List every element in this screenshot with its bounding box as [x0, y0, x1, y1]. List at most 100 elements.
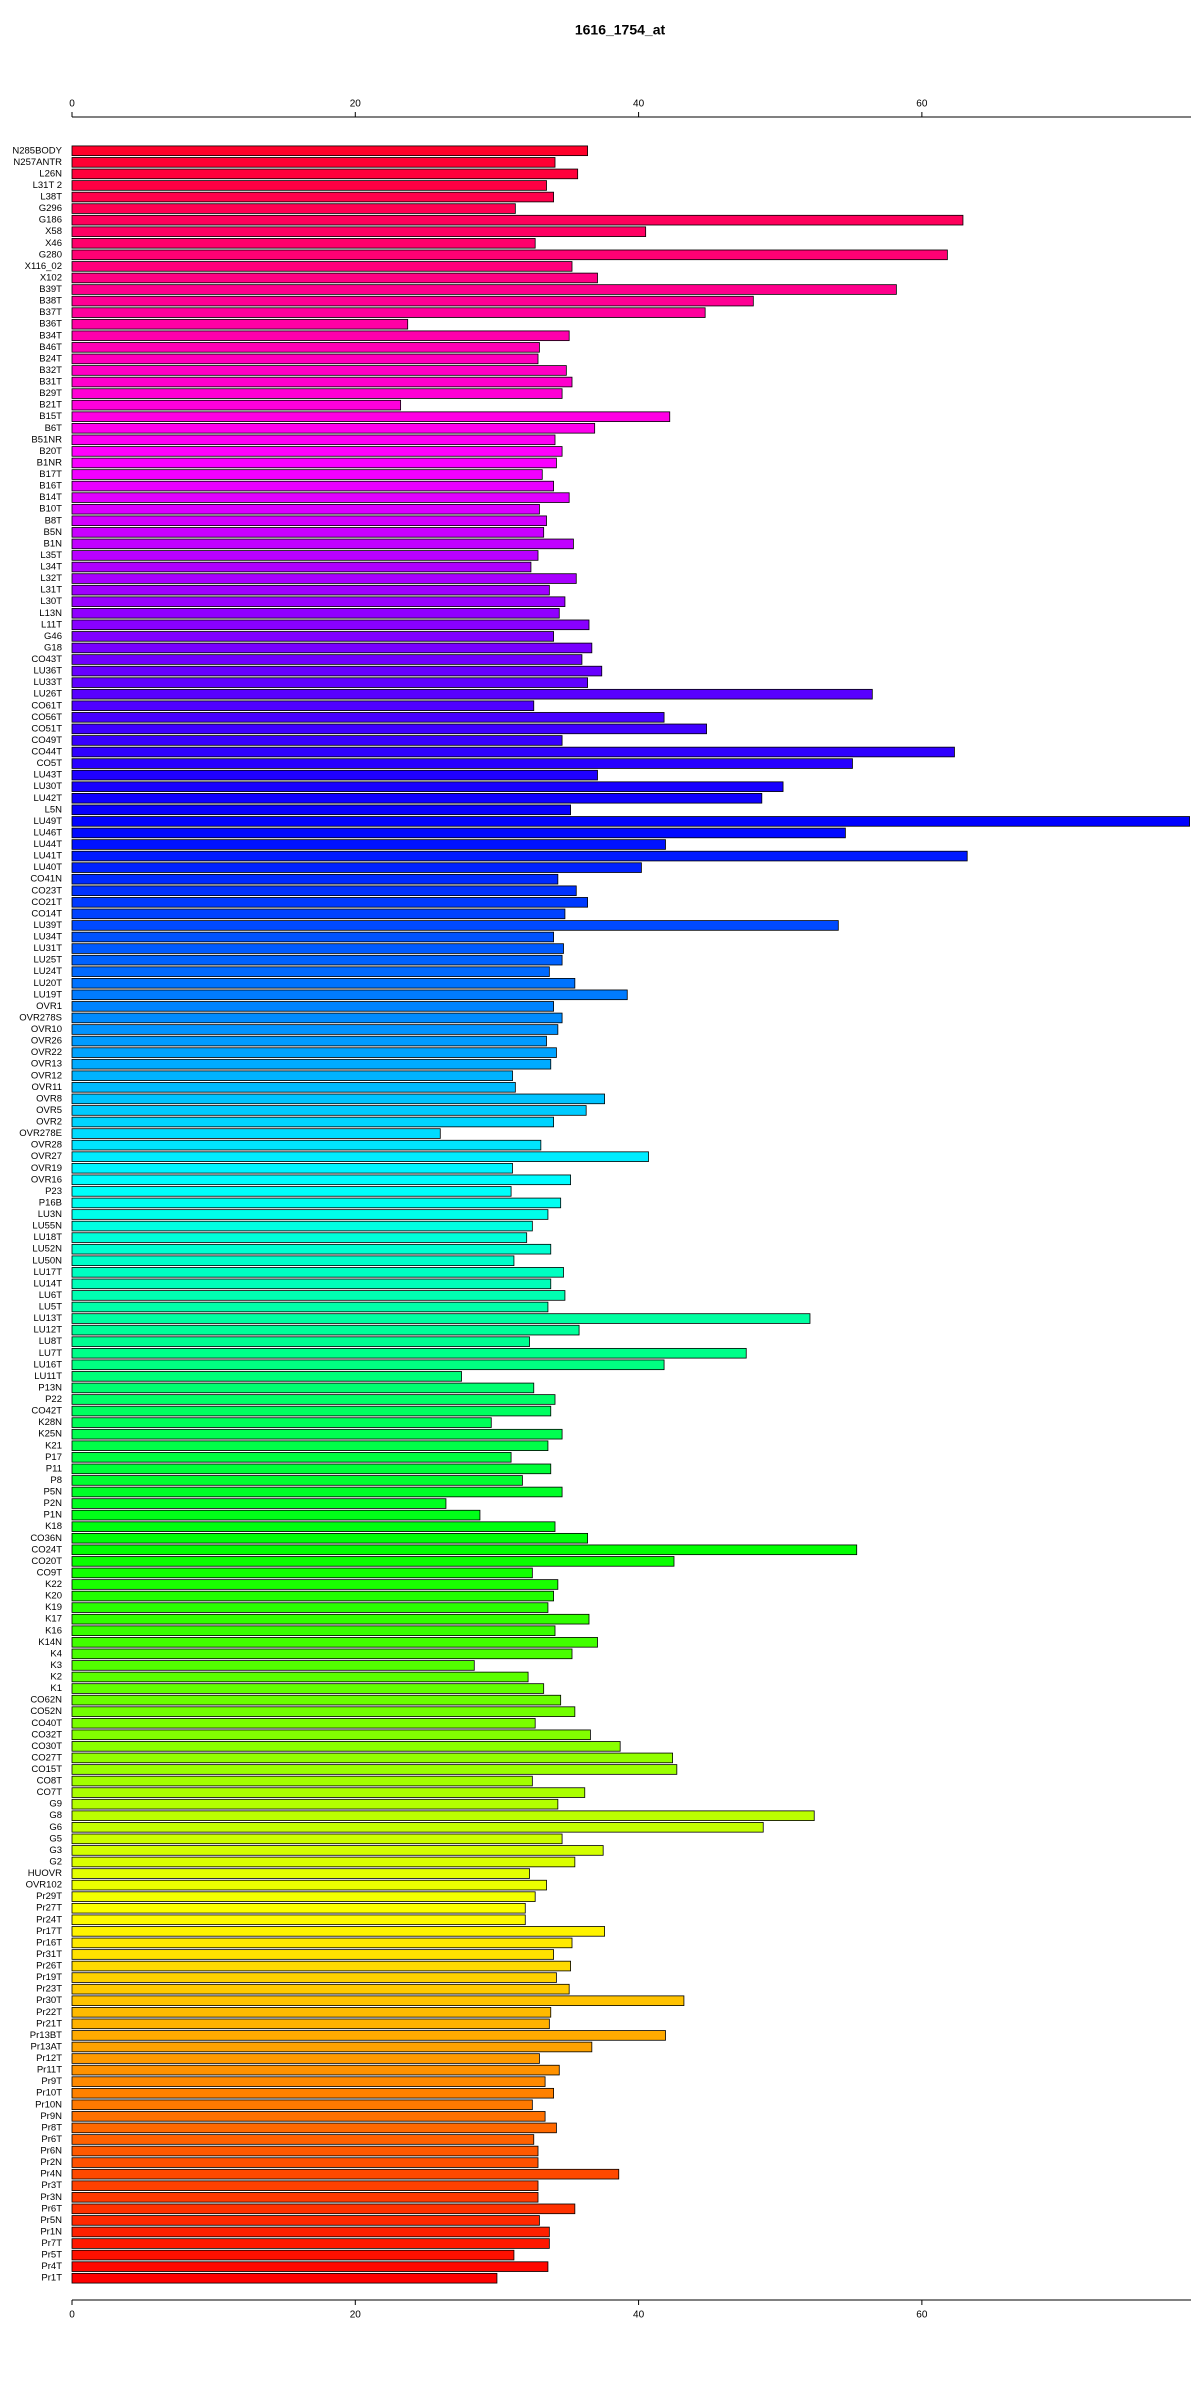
y-tick-label: B1NR: [37, 457, 62, 468]
y-tick-label: B10T: [39, 504, 62, 515]
bar: [71, 873, 559, 885]
bar: [71, 295, 754, 307]
chart-title: 1616_1754_at: [575, 22, 666, 38]
bar: [71, 1116, 554, 1128]
y-tick-label: CO21T: [31, 897, 62, 908]
y-tick-label: L26N: [39, 168, 62, 179]
y-tick-label: Pr5N: [40, 2215, 62, 2226]
x-tick-label: 40: [633, 2310, 645, 2321]
bar: [71, 897, 588, 908]
bar: [71, 1220, 533, 1232]
bar: [71, 584, 550, 596]
y-tick-label: LU16T: [33, 1359, 62, 1370]
y-tick-label: G46: [44, 631, 62, 642]
bar: [71, 318, 409, 330]
bar: [71, 2180, 539, 2191]
y-tick-label: B14T: [39, 492, 62, 503]
y-tick-label: LU12T: [33, 1325, 62, 1336]
bar: [71, 700, 535, 712]
y-tick-label: L13N: [39, 608, 62, 619]
bar: [71, 1775, 533, 1787]
bar: [71, 1741, 621, 1752]
bar: [71, 191, 554, 203]
bar: [71, 1845, 604, 1856]
bar: [71, 145, 588, 157]
y-tick-label: Pr3N: [40, 2192, 62, 2203]
y-tick-label: K19: [45, 1602, 62, 1613]
bar: [71, 284, 897, 295]
bar: [71, 1613, 590, 1625]
bar: [71, 538, 574, 550]
bar: [71, 1879, 547, 1891]
bar: [71, 423, 596, 434]
y-tick-label: OVR102: [26, 1880, 62, 1891]
x-tick-label: 60: [916, 2310, 928, 2321]
bar: [71, 1590, 554, 1602]
bar: [71, 1683, 545, 1694]
y-tick-label: Pr30T: [36, 1995, 62, 2006]
y-tick-label: CO52N: [30, 1706, 62, 1717]
y-tick-label: LU7T: [39, 1348, 62, 1359]
y-tick-label: K3: [50, 1660, 62, 1671]
bar: [71, 746, 955, 758]
y-tick-label: CO7T: [37, 1787, 63, 1798]
bar: [71, 1313, 811, 1324]
y-tick-label: LU26T: [33, 689, 62, 700]
y-tick-label: P8: [50, 1475, 62, 1486]
bar: [71, 1660, 475, 1671]
y-tick-label: CO32T: [31, 1729, 62, 1740]
y-tick-label: N285BODY: [12, 145, 62, 156]
bar: [71, 2168, 620, 2180]
bar: [71, 457, 557, 469]
y-tick-label: Pr1T: [41, 2273, 62, 2284]
x-tick-label: 0: [69, 99, 75, 110]
y-tick-label: OVR8: [36, 1093, 62, 1104]
y-tick-label: LU20T: [33, 978, 62, 989]
y-tick-label: L31T 2: [33, 180, 62, 191]
bar: [71, 342, 540, 353]
y-tick-label: Pr23T: [36, 1984, 62, 1995]
bar: [71, 885, 577, 897]
bar: [71, 2203, 576, 2215]
y-tick-label: LU24T: [33, 966, 62, 977]
bar: [71, 272, 598, 284]
bar: [71, 434, 556, 446]
y-tick-label: Pr12T: [36, 2053, 62, 2064]
bar: [71, 2007, 552, 2018]
bar: [71, 1394, 556, 1405]
bar: [71, 1833, 563, 1845]
bar: [71, 2215, 540, 2226]
y-tick-label: CO42T: [31, 1406, 62, 1417]
bar: [71, 2053, 540, 2064]
y-tick-label: Pr6N: [40, 2146, 62, 2157]
y-tick-label: CO27T: [31, 1752, 62, 1763]
y-tick-label: OVR27: [31, 1151, 62, 1162]
y-tick-label: LU19T: [33, 989, 62, 1000]
y-tick-label: B21T: [39, 400, 62, 411]
y-tick-label: B1N: [44, 538, 63, 549]
y-tick-label: Pr10N: [35, 2099, 62, 2110]
y-tick-label: CO14T: [31, 908, 62, 919]
bar: [71, 1417, 492, 1428]
bar: [71, 2238, 550, 2249]
y-tick-label: P5N: [44, 1487, 63, 1498]
y-tick-label: LU31T: [33, 943, 62, 954]
y-tick-label: K14N: [38, 1637, 62, 1648]
bar: [71, 307, 706, 318]
bar: [71, 688, 873, 700]
x-tick-label: 20: [350, 99, 362, 110]
bar: [71, 399, 402, 411]
bar: [71, 1544, 858, 1556]
bar: [71, 249, 948, 261]
y-tick-label: B46T: [39, 342, 62, 353]
bar: [71, 1521, 556, 1532]
y-tick-label: Pr26T: [36, 1961, 62, 1972]
bar: [71, 943, 564, 954]
bar: [71, 2261, 549, 2272]
bar: [71, 1706, 576, 1717]
bar: [71, 1243, 552, 1255]
y-tick-label: LU5T: [39, 1302, 62, 1313]
y-tick-label: K22: [45, 1579, 62, 1590]
y-tick-label: B29T: [39, 388, 62, 399]
bar: [71, 550, 539, 561]
